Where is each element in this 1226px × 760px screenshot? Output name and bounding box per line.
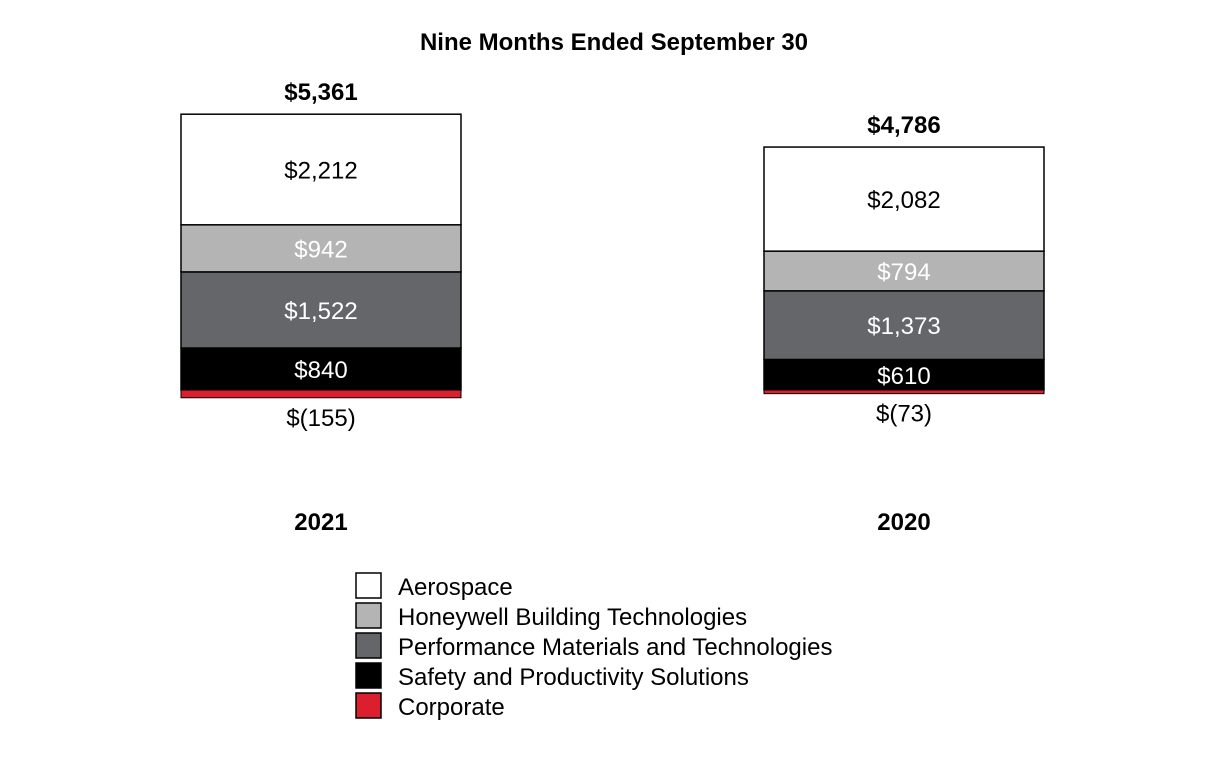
bar-segment-safety-and-productivity-solutions-2021 (180, 347, 462, 391)
legend-label: Aerospace (398, 574, 513, 601)
data-label: $794 (877, 259, 930, 286)
legend-label: Honeywell Building Technologies (398, 604, 747, 631)
data-label: $840 (294, 357, 347, 384)
data-label: $1,373 (867, 313, 940, 340)
bar-segment-performance-materials-and-technologies-2020 (763, 290, 1045, 361)
bar-segment-aerospace-2021 (180, 113, 462, 226)
category-label-2021: 2021 (294, 509, 347, 536)
legend-label: Performance Materials and Technologies (398, 634, 832, 661)
data-label: $2,082 (867, 187, 940, 214)
data-label: $610 (877, 363, 930, 390)
total-label-2020: $4,786 (867, 112, 940, 139)
data-label: $1,522 (284, 298, 357, 325)
bar-segment-performance-materials-and-technologies-2021 (180, 271, 462, 349)
data-label: $2,212 (284, 158, 357, 185)
legend-label: Safety and Productivity Solutions (398, 664, 749, 691)
legend-swatch-honeywell-building-technologies (355, 602, 382, 629)
bar-segment-aerospace-2020 (763, 146, 1045, 252)
legend-label: Corporate (398, 694, 505, 721)
negative-data-label: $(155) (286, 405, 355, 432)
chart-title: Nine Months Ended September 30 (420, 29, 808, 56)
bar-segment-corporate-2020 (763, 389, 1045, 395)
legend-swatch-safety-and-productivity-solutions (355, 662, 382, 689)
negative-data-label: $(73) (876, 401, 932, 428)
total-label-2021: $5,361 (284, 79, 357, 106)
legend: Aerospace Honeywell Building Technologies… (355, 572, 832, 721)
data-label: $942 (294, 236, 347, 263)
legend-swatch-performance-materials-and-technologies (355, 632, 382, 659)
legend-swatch-aerospace (355, 572, 382, 599)
category-label-2020: 2020 (877, 509, 930, 536)
bar-segment-corporate-2021 (180, 389, 462, 399)
legend-swatch-corporate (355, 692, 382, 719)
bar-segment-honeywell-building-technologies-2020 (763, 250, 1045, 292)
bars-group: $840 $1,522 $942 $2,212 $(155) $5,361 2021 $610… (180, 79, 1045, 536)
